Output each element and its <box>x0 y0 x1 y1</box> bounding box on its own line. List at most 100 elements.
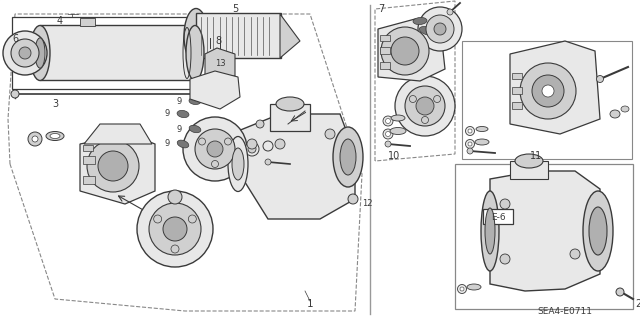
Circle shape <box>195 129 235 169</box>
Circle shape <box>198 138 205 145</box>
Ellipse shape <box>340 139 356 175</box>
Circle shape <box>410 95 417 102</box>
Ellipse shape <box>228 137 248 191</box>
Ellipse shape <box>485 208 495 254</box>
Circle shape <box>256 120 264 128</box>
Ellipse shape <box>465 127 474 136</box>
Text: 1: 1 <box>307 299 314 309</box>
Ellipse shape <box>419 26 436 35</box>
Circle shape <box>98 151 128 181</box>
Text: 2: 2 <box>635 299 640 309</box>
Text: 9: 9 <box>177 124 182 133</box>
Text: E-6: E-6 <box>491 212 506 221</box>
Circle shape <box>265 159 271 165</box>
Bar <box>380 35 390 41</box>
Ellipse shape <box>263 141 273 151</box>
Ellipse shape <box>385 118 390 123</box>
Ellipse shape <box>583 191 613 271</box>
Circle shape <box>422 116 429 123</box>
Text: 10: 10 <box>388 151 400 161</box>
Ellipse shape <box>184 9 208 63</box>
Ellipse shape <box>186 26 204 80</box>
Circle shape <box>247 139 257 149</box>
Circle shape <box>211 160 218 167</box>
Bar <box>380 47 390 54</box>
Bar <box>380 62 390 69</box>
Polygon shape <box>510 161 548 179</box>
Circle shape <box>385 141 391 147</box>
Circle shape <box>418 7 462 51</box>
Ellipse shape <box>333 127 363 187</box>
Circle shape <box>426 15 454 43</box>
Ellipse shape <box>383 116 393 126</box>
Polygon shape <box>280 14 300 58</box>
Circle shape <box>542 85 554 97</box>
Ellipse shape <box>460 287 464 291</box>
Text: 3: 3 <box>52 99 58 109</box>
Ellipse shape <box>468 129 472 133</box>
Ellipse shape <box>383 129 393 139</box>
Ellipse shape <box>245 142 259 156</box>
Circle shape <box>275 139 285 149</box>
Text: 4: 4 <box>57 16 63 26</box>
Circle shape <box>405 86 445 126</box>
Bar <box>80 18 95 26</box>
Ellipse shape <box>35 38 45 68</box>
Ellipse shape <box>458 285 467 293</box>
Ellipse shape <box>385 131 390 137</box>
Circle shape <box>434 95 440 102</box>
Circle shape <box>500 199 510 209</box>
Ellipse shape <box>610 110 620 118</box>
Bar <box>12 17 212 89</box>
Ellipse shape <box>391 115 405 121</box>
Circle shape <box>416 97 434 115</box>
Polygon shape <box>375 1 455 161</box>
Circle shape <box>467 148 473 154</box>
Text: 13: 13 <box>214 60 225 69</box>
Circle shape <box>168 190 182 204</box>
Circle shape <box>520 63 576 119</box>
Circle shape <box>395 76 455 136</box>
Bar <box>483 209 513 224</box>
Circle shape <box>32 136 38 142</box>
Text: 9: 9 <box>164 109 170 118</box>
Bar <box>83 156 95 164</box>
Bar <box>40 25 195 80</box>
Circle shape <box>570 249 580 259</box>
Circle shape <box>149 203 201 255</box>
Ellipse shape <box>413 18 427 25</box>
Ellipse shape <box>177 140 189 148</box>
Circle shape <box>207 141 223 157</box>
Circle shape <box>596 76 604 83</box>
Circle shape <box>19 47 31 59</box>
Text: 5: 5 <box>232 4 238 14</box>
Ellipse shape <box>481 191 499 271</box>
Circle shape <box>87 140 139 192</box>
Polygon shape <box>84 124 152 144</box>
Circle shape <box>325 129 335 139</box>
Circle shape <box>188 215 196 223</box>
Polygon shape <box>205 48 235 76</box>
Ellipse shape <box>476 127 488 131</box>
Text: SEA4-E0711: SEA4-E0711 <box>538 308 593 316</box>
Bar <box>196 13 281 58</box>
Ellipse shape <box>30 26 50 80</box>
Text: 7: 7 <box>378 4 384 14</box>
Bar <box>512 87 522 94</box>
Ellipse shape <box>50 133 60 138</box>
Circle shape <box>171 245 179 253</box>
Circle shape <box>183 117 247 181</box>
Circle shape <box>348 194 358 204</box>
Circle shape <box>447 9 453 15</box>
Circle shape <box>11 39 39 67</box>
Ellipse shape <box>475 139 489 145</box>
Circle shape <box>500 254 510 264</box>
Polygon shape <box>270 104 310 131</box>
Ellipse shape <box>465 139 474 149</box>
Circle shape <box>434 23 446 35</box>
Circle shape <box>391 37 419 65</box>
Ellipse shape <box>189 98 201 105</box>
Ellipse shape <box>46 131 64 140</box>
Ellipse shape <box>468 142 472 146</box>
Bar <box>462 41 632 159</box>
